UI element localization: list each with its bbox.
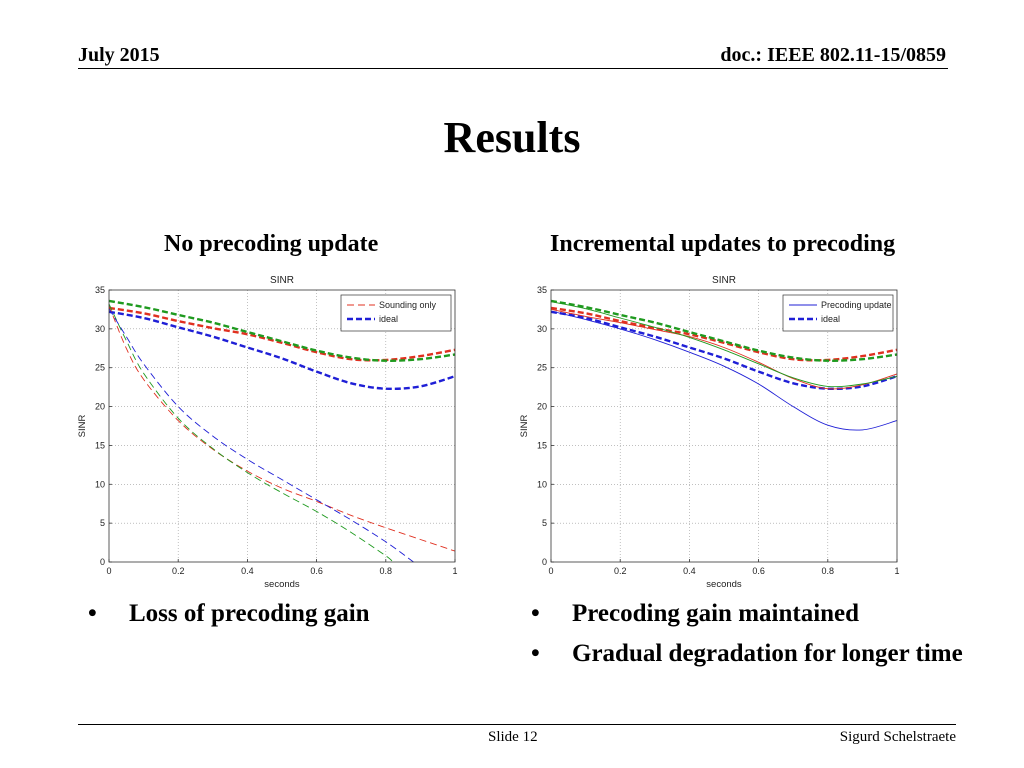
y-tick-label: 25 (537, 363, 547, 373)
y-tick-label: 25 (95, 363, 105, 373)
y-tick-label: 15 (95, 440, 105, 450)
series-line (550, 299, 898, 362)
series-line (550, 310, 898, 431)
x-tick-label: 0 (548, 566, 553, 576)
bullet-item: • Precoding gain maintained (531, 597, 971, 631)
left-panel-subtitle: No precoding update (164, 231, 379, 257)
header-divider (78, 68, 948, 69)
y-tick-label: 0 (542, 557, 547, 567)
legend-box (340, 294, 452, 332)
legend-label: Sounding only (379, 300, 437, 310)
series-line (108, 299, 456, 362)
series-line (108, 305, 456, 552)
x-axis-label: seconds (706, 579, 742, 590)
x-tick-label: 1 (452, 566, 457, 576)
left-bullet-list: • Loss of precoding gain (88, 597, 448, 637)
legend-label: ideal (379, 314, 398, 324)
bullet-text: Precoding gain maintained (572, 600, 860, 627)
y-tick-label: 30 (95, 324, 105, 334)
sinr-chart-no-update-svg: 0 0.2 0.4 0.6 0.8 105101520253035SINRsecondsS… (77, 275, 458, 590)
y-tick-label: 35 (95, 285, 105, 295)
y-tick-label: 35 (537, 285, 547, 295)
x-tick-label: 0.2 (614, 566, 627, 576)
sinr-chart-incremental-svg: 0 0.2 0.4 0.6 0.8 105101520253035SINRsecondsS… (519, 275, 900, 590)
series-line (550, 306, 898, 362)
x-tick-label: 0.8 (822, 566, 835, 576)
plot-background (551, 290, 897, 562)
x-tick-label: 0.4 (241, 566, 254, 576)
x-tick-label: 0.6 (310, 566, 323, 576)
bullet-symbol: • (531, 640, 540, 667)
x-tick-label: 1 (894, 566, 899, 576)
footer-author: Sigurd Schelstraete (839, 729, 956, 745)
sinr-chart-incremental: 0 0.2 0.4 0.6 0.8 1 0 5 10 15 20 25 30 35 SINR seconds S… (514, 268, 906, 603)
y-tick-label: 5 (100, 518, 105, 528)
chart-title: SINR (270, 275, 294, 286)
bullet-item: • Gradual degradation for longer time (531, 637, 971, 671)
y-tick-label: 20 (95, 402, 105, 412)
y-axis-label: SINR (77, 415, 88, 438)
sinr-chart-no-update: 0 0.2 0.4 0.6 0.8 1 0 5 10 15 20 25 30 35 SINR seconds S… (72, 268, 464, 603)
plot-frame (108, 289, 456, 563)
y-tick-label: 15 (537, 440, 547, 450)
header-date: July 2015 (78, 44, 160, 66)
x-tick-label: 0.6 (752, 566, 765, 576)
slide-number: Slide 12 (488, 729, 538, 745)
series-line (108, 306, 456, 362)
x-tick-label: 0.4 (683, 566, 696, 576)
x-tick-label: 0.8 (380, 566, 393, 576)
x-tick-label: 0.2 (172, 566, 185, 576)
bullet-text: Loss of precoding gain (129, 600, 370, 627)
header-doc-id: doc.: IEEE 802.11-15/0859 (720, 44, 946, 66)
legend-box (782, 294, 894, 332)
y-tick-label: 5 (542, 518, 547, 528)
y-tick-label: 10 (537, 479, 547, 489)
series-line (550, 308, 898, 390)
bullet-text: Gradual degradation for longer time (572, 640, 963, 667)
y-tick-label: 10 (95, 479, 105, 489)
x-tick-label: 0 (106, 566, 111, 576)
y-tick-label: 0 (100, 557, 105, 567)
bullet-symbol: • (88, 600, 97, 627)
series-line (108, 303, 394, 563)
y-tick-label: 30 (537, 324, 547, 334)
bullet-item: • Loss of precoding gain (88, 597, 448, 631)
footer-divider (78, 724, 956, 725)
series-line (108, 310, 456, 391)
bullet-symbol: • (531, 600, 540, 627)
x-axis-label: seconds (264, 579, 300, 590)
chart-legend: Sounding only ideal (340, 294, 452, 332)
plot-frame (550, 289, 898, 563)
legend-label: ideal (821, 314, 840, 324)
series-line (550, 301, 898, 388)
y-axis-label: SINR (519, 415, 530, 438)
chart-title: SINR (712, 275, 736, 286)
legend-label: Precoding update (821, 300, 892, 310)
chart-legend: Precoding update ideal (782, 294, 894, 332)
plot-background (109, 290, 455, 562)
right-panel-subtitle: Incremental updates to precoding (550, 231, 896, 257)
slide-title: Results (443, 113, 581, 162)
y-tick-label: 20 (537, 402, 547, 412)
right-bullet-list: • Precoding gain maintained • Gradual de… (531, 597, 971, 677)
